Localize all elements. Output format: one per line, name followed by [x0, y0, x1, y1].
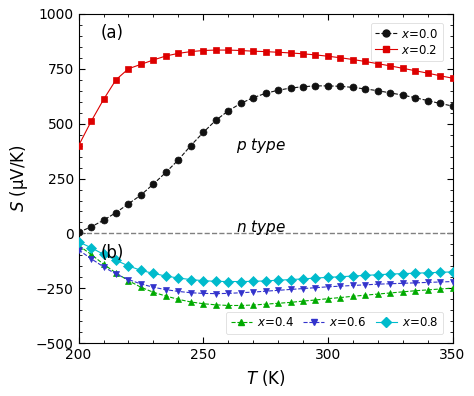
Text: (b): (b): [101, 244, 125, 263]
Text: (a): (a): [101, 24, 124, 42]
Text: $p$ type: $p$ type: [236, 136, 286, 155]
Legend: $x$=0.4, $x$=0.6, $x$=0.8: $x$=0.4, $x$=0.6, $x$=0.8: [226, 312, 443, 334]
Text: $n$ type: $n$ type: [236, 219, 285, 238]
Y-axis label: $S$ (μV/K): $S$ (μV/K): [9, 145, 30, 213]
X-axis label: $T$ (K): $T$ (K): [246, 367, 285, 388]
